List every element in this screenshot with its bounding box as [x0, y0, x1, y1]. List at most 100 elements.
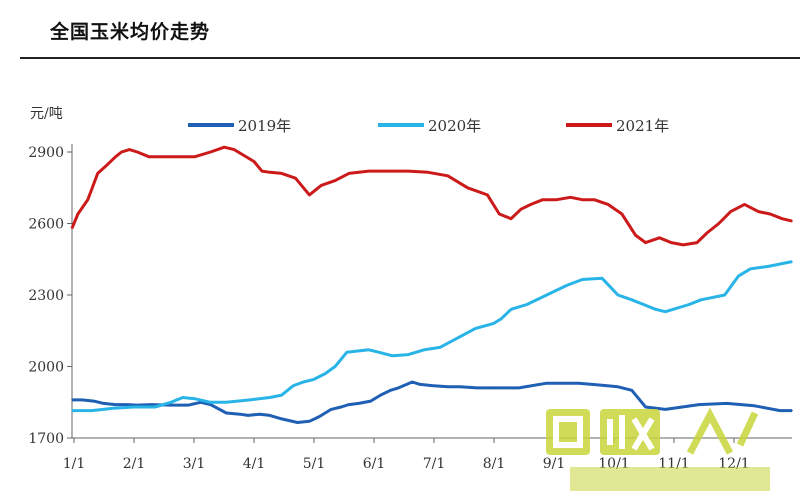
- series-2-point: [87, 198, 89, 201]
- series-2-point: [757, 210, 760, 213]
- series-1-point: [334, 365, 336, 368]
- series-0-point: [150, 403, 152, 406]
- series-0-point: [545, 382, 548, 384]
- series-1-point: [630, 298, 633, 301]
- series-0-point: [239, 413, 241, 415]
- series-2-point: [621, 213, 623, 215]
- series-0-point: [81, 399, 83, 401]
- series-2-point: [253, 160, 255, 163]
- series-2-point: [294, 177, 297, 180]
- series-1-point: [193, 397, 196, 400]
- series-0-point: [269, 414, 271, 417]
- series-0-point: [791, 409, 793, 412]
- series-0-point: [209, 403, 212, 406]
- series-2-point: [387, 170, 390, 172]
- series-1-point: [456, 337, 459, 339]
- series-2-point: [128, 148, 131, 151]
- x-tick-label: 4/1: [243, 456, 266, 472]
- series-1-point: [391, 354, 394, 357]
- x-tick-label: 9/1: [543, 456, 566, 472]
- series-1-point: [112, 407, 115, 410]
- series-0-point: [348, 403, 350, 406]
- x-tick-label: 3/1: [183, 456, 206, 472]
- series-0-point: [419, 383, 421, 386]
- series-1-point: [439, 346, 441, 349]
- series-2-point: [320, 184, 323, 187]
- series-1-point: [249, 399, 251, 401]
- series-1-point: [723, 294, 726, 296]
- series-0-point: [630, 389, 633, 392]
- series-2-point: [644, 241, 647, 244]
- series-1-point: [500, 318, 503, 320]
- series-2-point: [743, 203, 746, 206]
- series-0-point: [577, 382, 580, 384]
- series-1-point: [225, 401, 228, 404]
- series-0-point: [225, 412, 228, 414]
- series-1-point: [545, 294, 548, 296]
- y-axis-label: 元/吨: [30, 106, 63, 122]
- y-tick-label: 2000: [28, 360, 64, 376]
- series-2-point: [791, 220, 793, 222]
- series-2-point: [682, 244, 685, 246]
- series-0-point: [114, 403, 117, 406]
- series-1-point: [688, 303, 690, 306]
- series-2-point: [427, 171, 429, 174]
- series-2-point: [706, 232, 708, 234]
- x-tick-label: 2/1: [123, 456, 146, 472]
- series-2-point: [569, 196, 572, 199]
- series-2-point: [71, 227, 73, 230]
- series-1-point: [526, 303, 528, 306]
- series-2-point: [348, 172, 350, 175]
- series-2-point: [179, 155, 182, 158]
- series-1-point: [209, 401, 212, 404]
- watermark-logo: [546, 407, 770, 491]
- series-1-point: [324, 372, 326, 375]
- series-2-point: [269, 171, 271, 174]
- series-line-1: [72, 260, 793, 413]
- series-2-point: [160, 155, 162, 158]
- series-2-point: [658, 237, 661, 239]
- series-2-point: [581, 198, 584, 201]
- series-0-point: [358, 402, 360, 405]
- series-1-point: [407, 353, 410, 356]
- y-tick-label: 2600: [28, 217, 64, 233]
- series-2-point: [466, 186, 469, 189]
- series-1-point: [474, 327, 477, 330]
- series-0-point: [308, 420, 311, 423]
- series-2-point: [670, 241, 673, 244]
- series-0-point: [92, 400, 95, 402]
- legend-label-2: 2021年: [616, 117, 669, 135]
- series-0-point: [330, 408, 332, 411]
- series-1-point: [737, 275, 740, 277]
- series-0-point: [518, 387, 520, 389]
- y-tick-label: 2300: [28, 288, 64, 304]
- series-0-point: [617, 385, 619, 388]
- series-1-point: [170, 401, 172, 404]
- series-2-point: [520, 208, 522, 210]
- series-2-point: [486, 194, 489, 196]
- series-2-point: [781, 217, 783, 220]
- series-2-point: [280, 172, 283, 175]
- series-2-point: [148, 155, 150, 158]
- series-2-point: [510, 217, 512, 220]
- series-0-point: [397, 387, 400, 389]
- series-1-point: [601, 277, 603, 280]
- series-1-point: [71, 409, 73, 412]
- y-tick-label: 1700: [28, 431, 64, 447]
- series-2-point: [634, 234, 637, 237]
- series-1-point: [346, 351, 348, 354]
- series-2-point: [120, 151, 123, 153]
- series-2-point: [209, 151, 212, 153]
- series-2-point: [769, 213, 772, 215]
- series-1-point: [154, 406, 156, 408]
- series-0-point: [725, 402, 728, 405]
- series-0-point: [476, 387, 479, 389]
- series-1-point: [302, 381, 305, 383]
- legend-label-1: 2020年: [428, 117, 481, 135]
- series-0-point: [340, 406, 342, 408]
- series-2-point: [498, 213, 501, 215]
- series-line-2: [70, 145, 793, 247]
- series-0-point: [318, 415, 321, 418]
- series-2-point: [729, 210, 732, 213]
- series-2-point: [367, 170, 370, 172]
